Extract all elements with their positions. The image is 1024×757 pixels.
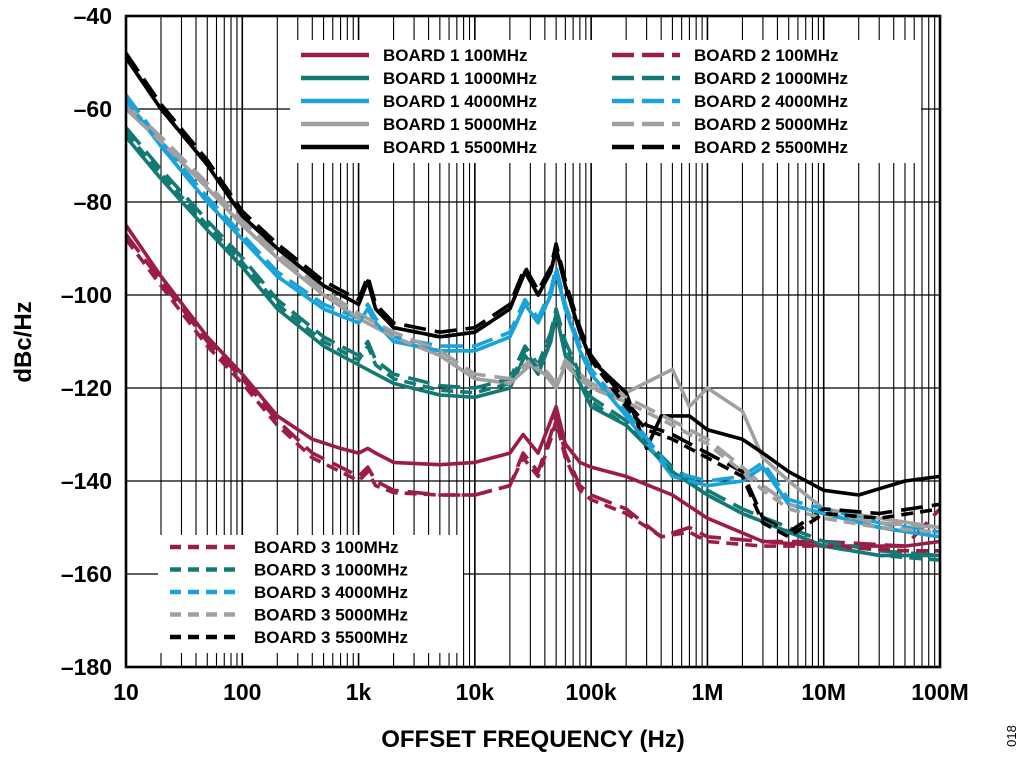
series-line-10 xyxy=(124,238,940,553)
legend-label: BOARD 3 100MHz xyxy=(254,538,399,557)
plot-frame xyxy=(124,14,942,669)
legend-label: BOARD 2 1000MHz xyxy=(694,69,848,88)
y-tick-label: –140 xyxy=(61,468,112,494)
legend-label: BOARD 3 1000MHz xyxy=(254,561,408,580)
legend-label: BOARD 3 5500MHz xyxy=(254,628,408,647)
x-tick-label: 100M xyxy=(911,679,969,705)
legend-label: BOARD 1 5500MHz xyxy=(383,138,537,157)
y-axis-title: dBc/Hz xyxy=(10,301,37,382)
x-tick-label: 1M xyxy=(691,679,723,705)
x-tick-label: 10 xyxy=(113,679,139,705)
y-tick-label: –40 xyxy=(74,3,112,29)
legend-label: BOARD 3 4000MHz xyxy=(254,583,408,602)
y-tick-label: –60 xyxy=(74,96,112,122)
series-line-13 xyxy=(124,107,941,534)
x-axis-title: OFFSET FREQUENCY (Hz) xyxy=(381,726,685,753)
legend-label: BOARD 1 1000MHz xyxy=(383,69,537,88)
legend-bottom: BOARD 3 100MHz BOARD 3 1000MHz BOARD 3 400… xyxy=(158,535,463,653)
x-tick-label: 100k xyxy=(566,679,617,705)
legend-top: BOARD 1 100MHz BOARD 1 1000MHz BOARD 1 400… xyxy=(290,40,921,163)
x-tick-label: 1k xyxy=(346,679,372,705)
legend-label: BOARD 1 4000MHz xyxy=(383,92,537,111)
series-line-0 xyxy=(124,224,941,548)
series-line-8 xyxy=(124,102,941,530)
series-line-14 xyxy=(124,56,941,539)
x-tick-label: 100 xyxy=(223,679,261,705)
y-tick-label: –80 xyxy=(74,189,112,215)
legend-label: BOARD 2 100MHz xyxy=(694,46,839,65)
legend-label: BOARD 3 5000MHz xyxy=(254,606,408,625)
figure-id: 018 xyxy=(1004,725,1019,747)
x-tick-labels: 10 100 1k 10k 100k 1M 10M 100M xyxy=(113,679,969,705)
y-tick-label: –100 xyxy=(61,282,112,308)
x-tick-label: 10k xyxy=(456,679,495,705)
legend-label: BOARD 2 5000MHz xyxy=(694,115,848,134)
series-line-11 xyxy=(124,131,941,562)
legend-label: BOARD 1 5000MHz xyxy=(383,115,537,134)
legend-label: BOARD 1 100MHz xyxy=(383,46,528,65)
series-line-9 xyxy=(124,52,941,534)
y-tick-labels: –40 –60 –80 –100 –120 –140 –160 –180 xyxy=(61,3,112,680)
series-lines xyxy=(124,52,942,562)
series-line-5 xyxy=(124,233,942,548)
legend-label: BOARD 2 4000MHz xyxy=(694,92,848,111)
y-tick-label: –120 xyxy=(61,375,112,401)
x-tick-label: 10M xyxy=(801,679,846,705)
legend-label: BOARD 2 5500MHz xyxy=(694,138,848,157)
legend-top-box xyxy=(290,40,921,163)
plot-border xyxy=(124,14,942,669)
y-tick-label: –180 xyxy=(61,654,112,680)
y-tick-label: –160 xyxy=(61,561,112,587)
series-line-6 xyxy=(124,126,941,558)
